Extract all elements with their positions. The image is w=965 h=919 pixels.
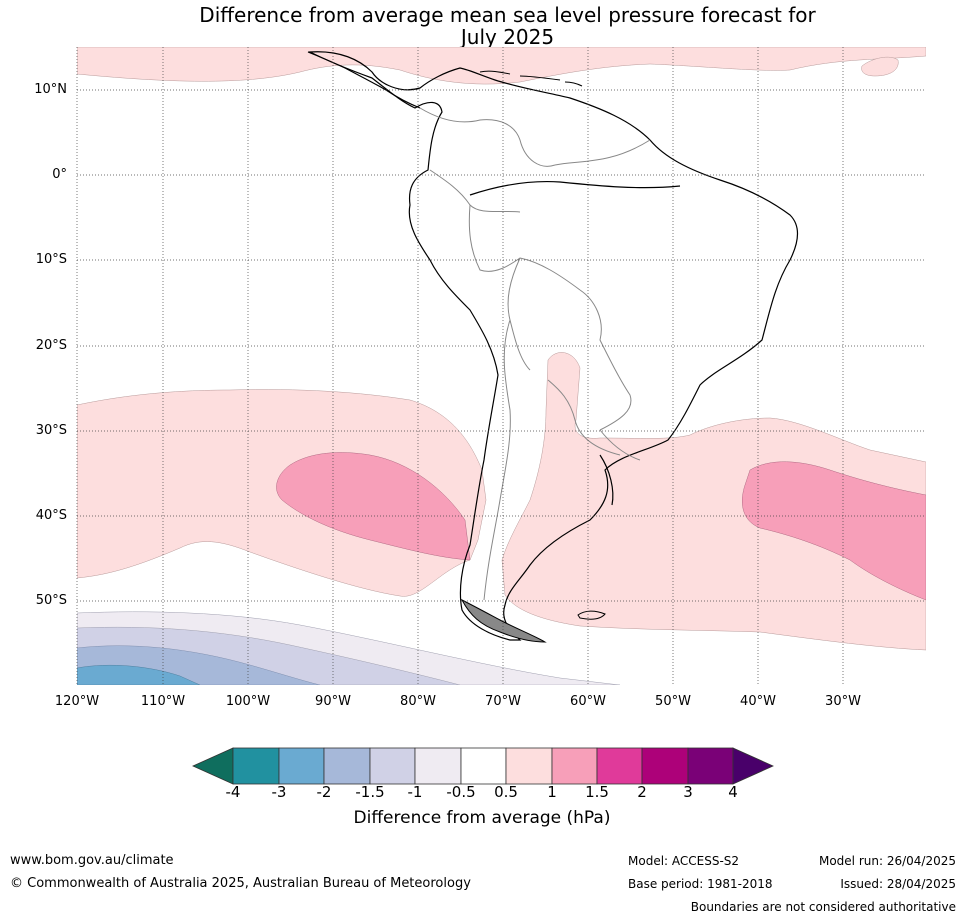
lon-label-70w: 70°W — [485, 694, 521, 709]
anomaly-region-north-pink — [77, 47, 926, 85]
title-line-1: Difference from average mean sea level p… — [199, 3, 816, 27]
colorbar-bin — [369, 747, 416, 785]
base-period-text: Base period: 1981-2018 — [628, 877, 773, 891]
colorbar — [192, 747, 774, 785]
colorbar-bin — [278, 747, 325, 785]
colorbar-tick: 1 — [547, 783, 557, 801]
tierra-del-fuego — [460, 598, 547, 643]
colorbar-bin — [687, 747, 734, 785]
colorbar-bin — [505, 747, 553, 785]
colorbar-bin — [551, 747, 598, 785]
anomaly-core-west — [276, 452, 471, 561]
title-line-2: July 2025 — [460, 25, 555, 49]
model-text: Model: ACCESS-S2 — [628, 854, 740, 868]
colorbar-tick: -3 — [271, 783, 287, 801]
colorbar-tick: -0.5 — [446, 783, 476, 801]
anomaly-core-east — [742, 461, 926, 601]
colorbar-extend-high — [732, 747, 774, 785]
colorbar-tick: -1 — [407, 783, 423, 801]
colorbar-tick: -1.5 — [355, 783, 385, 801]
lat-label-20s: 20°S — [35, 338, 67, 353]
colorbar-tick: -2 — [316, 783, 332, 801]
lon-label-80w: 80°W — [400, 694, 436, 709]
anomaly-region-neg-2 — [77, 664, 201, 685]
colorbar-tick: 0.5 — [494, 783, 518, 801]
map-title: Difference from average mean sea level p… — [150, 4, 865, 48]
lon-label-60w: 60°W — [570, 694, 606, 709]
copyright-text: © Commonwealth of Australia 2025, Austra… — [10, 876, 471, 891]
colorbar-tick: 4 — [728, 783, 738, 801]
colorbar-tick: 2 — [637, 783, 647, 801]
lat-label-0: 0° — [52, 167, 67, 182]
lat-label-10n: 10°N — [34, 82, 67, 97]
anomaly-fields — [77, 47, 926, 685]
disclaimer-text: Boundaries are not considered authoritat… — [690, 900, 956, 914]
lon-label-30w: 30°W — [825, 694, 861, 709]
colorbar-title: Difference from average (hPa) — [353, 808, 611, 828]
falkland-islands — [577, 610, 606, 620]
graticule — [76, 47, 926, 685]
south-america-coastline — [307, 51, 799, 641]
colorbar-bin — [641, 747, 689, 785]
colorbar-bin — [232, 747, 280, 785]
central-america-coastline — [307, 51, 421, 109]
website-link[interactable]: www.bom.gov.au/climate — [10, 853, 174, 868]
colorbar-bin — [414, 747, 462, 785]
lon-label-50w: 50°W — [655, 694, 691, 709]
lon-label-100w: 100°W — [225, 694, 271, 709]
lon-label-40w: 40°W — [740, 694, 776, 709]
model-run-text: Model run: 26/04/2025 — [818, 854, 956, 868]
lat-label-50s: 50°S — [35, 593, 67, 608]
lat-label-30s: 30°S — [35, 423, 67, 438]
anomaly-region-north-pink-2 — [861, 56, 899, 77]
issued-text: Issued: 28/04/2025 — [840, 877, 956, 891]
colorbar-tick: -4 — [225, 783, 241, 801]
rivers — [469, 181, 681, 506]
lat-label-40s: 40°S — [35, 508, 67, 523]
colorbar-bin — [460, 747, 507, 785]
colorbar-bin — [323, 747, 371, 785]
lon-label-110w: 110°W — [140, 694, 186, 709]
anomaly-region-south-pink-east — [501, 352, 926, 651]
colorbar-bin — [596, 747, 643, 785]
lat-label-10s: 10°S — [35, 252, 67, 267]
colorbar-extend-low — [192, 747, 234, 785]
lon-label-120w: 120°W — [54, 694, 100, 709]
caribbean-islands — [479, 70, 583, 87]
colorbar-tick: 1.5 — [585, 783, 609, 801]
colorbar-tick: 3 — [683, 783, 693, 801]
lon-label-90w: 90°W — [315, 694, 351, 709]
country-borders — [419, 107, 651, 601]
